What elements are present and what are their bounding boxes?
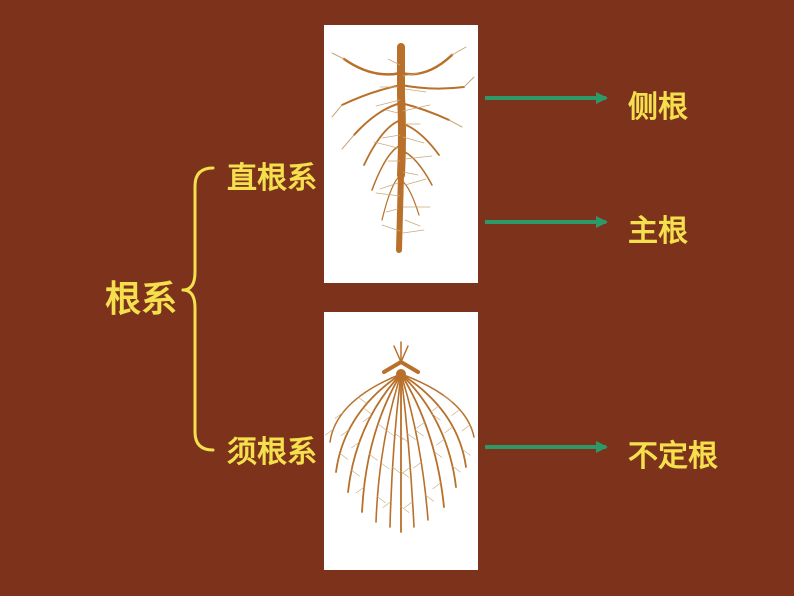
overlay-svg bbox=[0, 0, 794, 596]
